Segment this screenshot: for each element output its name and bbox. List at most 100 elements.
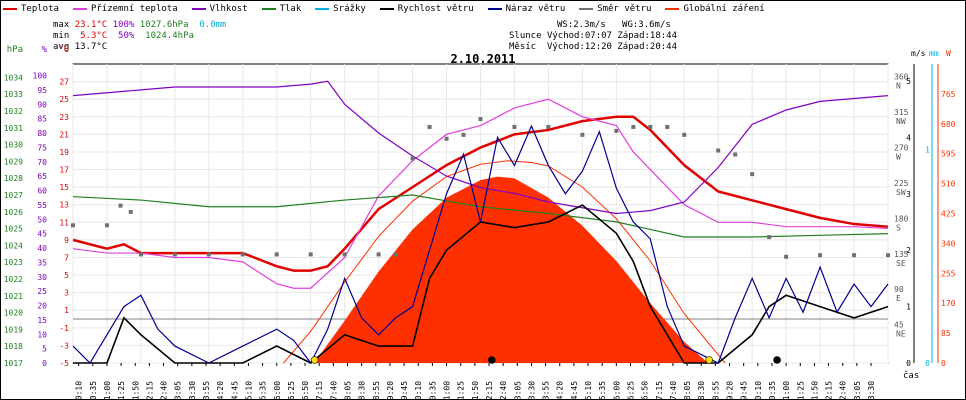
legend-swatch bbox=[261, 7, 276, 10]
wind-dir-point bbox=[818, 253, 823, 258]
legend-swatch bbox=[191, 7, 206, 10]
radiation-tick: 340 bbox=[941, 239, 956, 248]
series-line-Vlhkost bbox=[72, 80, 889, 215]
x-tick-label: 00:35 bbox=[89, 381, 98, 399]
wind-dir-point bbox=[206, 252, 211, 257]
x-tick-label: 17:40 bbox=[669, 381, 678, 399]
pressure-tick: 1022 bbox=[4, 275, 23, 284]
wind-dir-label: N bbox=[896, 82, 901, 91]
legend-item-5: Rychlost větru bbox=[379, 4, 474, 14]
wind-dir-point bbox=[393, 252, 398, 257]
x-tick-label: 05:10 bbox=[244, 381, 253, 399]
humidity-tick: 0 bbox=[42, 359, 47, 368]
wind-speed-tick: 0 bbox=[906, 359, 911, 368]
radiation-tick: 765 bbox=[941, 90, 956, 99]
x-tick-label: 06:00 bbox=[273, 381, 282, 399]
x-tick-label: 09:45 bbox=[400, 381, 409, 399]
legend-swatch bbox=[315, 7, 330, 10]
wind-dir-point bbox=[444, 136, 449, 141]
legend-swatch bbox=[3, 7, 17, 10]
series-line-Přízemní teplota bbox=[72, 98, 889, 289]
x-tick-label: 09:20 bbox=[386, 381, 395, 399]
wind-dir-tick: 360 bbox=[894, 73, 909, 82]
radiation-tick: 0 bbox=[941, 359, 946, 368]
humidity-tick: 80 bbox=[37, 129, 47, 138]
x-tick-label: 01:50 bbox=[131, 381, 140, 399]
humidity-tick: 45 bbox=[37, 230, 47, 239]
wind-dir-point bbox=[546, 124, 551, 129]
wind-dir-point bbox=[410, 156, 415, 161]
stats-sun-set: Západ:18:44 bbox=[617, 31, 677, 41]
legend-label: Přízemní teplota bbox=[90, 4, 178, 14]
x-tick-label: 03:30 bbox=[188, 381, 197, 399]
x-tick-label: 14:45 bbox=[570, 381, 579, 399]
x-tick-label: 04:45 bbox=[230, 381, 239, 399]
x-tick-label: 04:20 bbox=[216, 381, 225, 399]
marker-sunrise bbox=[310, 356, 319, 364]
x-tick-label: 18:05 bbox=[683, 381, 692, 399]
humidity-tick: 70 bbox=[37, 158, 47, 167]
humidity-tick: 75 bbox=[37, 143, 47, 152]
x-tick-label: 21:50 bbox=[810, 381, 819, 399]
pressure-tick: 1017 bbox=[4, 359, 23, 368]
legend-item-7: Směr větru bbox=[579, 4, 651, 14]
legend-swatch bbox=[579, 7, 594, 10]
humidity-tick: 40 bbox=[37, 244, 47, 253]
legend-swatch bbox=[72, 7, 87, 10]
x-tick-label: 03:55 bbox=[202, 381, 211, 399]
wind-dir-point bbox=[716, 148, 721, 153]
wind-dir-point bbox=[614, 128, 619, 133]
humidity-tick: 95 bbox=[37, 86, 47, 95]
series-line-Náraz větru bbox=[72, 124, 889, 365]
stats-max-label: max bbox=[53, 20, 70, 30]
legend-item-2: Vlhkost bbox=[191, 4, 248, 14]
temperature-tick: 11 bbox=[59, 218, 69, 227]
pressure-tick: 1024 bbox=[4, 241, 23, 250]
marker-sunset bbox=[705, 356, 713, 364]
wind-dir-point bbox=[240, 252, 245, 257]
wind-dir-point bbox=[852, 253, 857, 258]
wind-dir-point bbox=[631, 124, 636, 129]
wind-dir-point bbox=[138, 252, 143, 257]
temperature-tick: 9 bbox=[64, 236, 69, 245]
x-tick-label: 18:30 bbox=[697, 381, 706, 399]
x-tick-label: 08:30 bbox=[358, 381, 367, 399]
stats-moon-set: Západ:20:44 bbox=[617, 42, 677, 52]
rain-tick: 0 bbox=[925, 359, 930, 368]
stats-sun: Slunce Východ:07:07 Západ:18:44 bbox=[509, 31, 677, 42]
stats-avg-label: avg bbox=[53, 42, 70, 52]
radiation-tick: 595 bbox=[941, 150, 956, 159]
x-tick-label: 20:35 bbox=[768, 381, 777, 399]
legend-swatch bbox=[665, 7, 680, 10]
pressure-tick: 1018 bbox=[4, 342, 23, 351]
x-tick-label: 21:00 bbox=[782, 381, 791, 399]
stats-moon-label: Měsíc bbox=[509, 42, 537, 52]
stats-min-temp: 5.3°C bbox=[80, 31, 108, 41]
temperature-tick: 25 bbox=[59, 95, 69, 104]
x-tick-label: 16:00 bbox=[612, 381, 621, 399]
pressure-tick: 1026 bbox=[4, 208, 23, 217]
wind-dir-tick: 45 bbox=[894, 321, 904, 330]
legend-swatch bbox=[379, 7, 394, 10]
wind-speed-tick: 2 bbox=[906, 246, 911, 255]
wind-dir-point bbox=[580, 132, 585, 137]
wind-dir-point bbox=[118, 203, 123, 208]
temperature-tick: 13 bbox=[59, 201, 69, 210]
wind-dir-point bbox=[104, 223, 109, 228]
wind-dir-label: SW bbox=[896, 188, 906, 197]
wind-dir-tick: 135 bbox=[894, 250, 909, 259]
x-tick-label: 13:55 bbox=[542, 381, 551, 399]
humidity-tick: 65 bbox=[37, 172, 47, 181]
stats-wg-value: WG:3.6m/s bbox=[622, 20, 671, 30]
series-line-Teplota bbox=[72, 115, 889, 272]
humidity-tick: 55 bbox=[37, 201, 47, 210]
wind-dir-point bbox=[308, 252, 313, 257]
wind-dir-point bbox=[172, 252, 177, 257]
stats-sun-label: Slunce bbox=[509, 31, 542, 41]
stats-min: min 5.3°C 50% 1024.4hPa bbox=[53, 31, 194, 42]
x-tick-label: 02:40 bbox=[160, 381, 169, 399]
radiation-tick: 425 bbox=[941, 210, 956, 219]
legend-label: Směr větru bbox=[597, 4, 652, 14]
